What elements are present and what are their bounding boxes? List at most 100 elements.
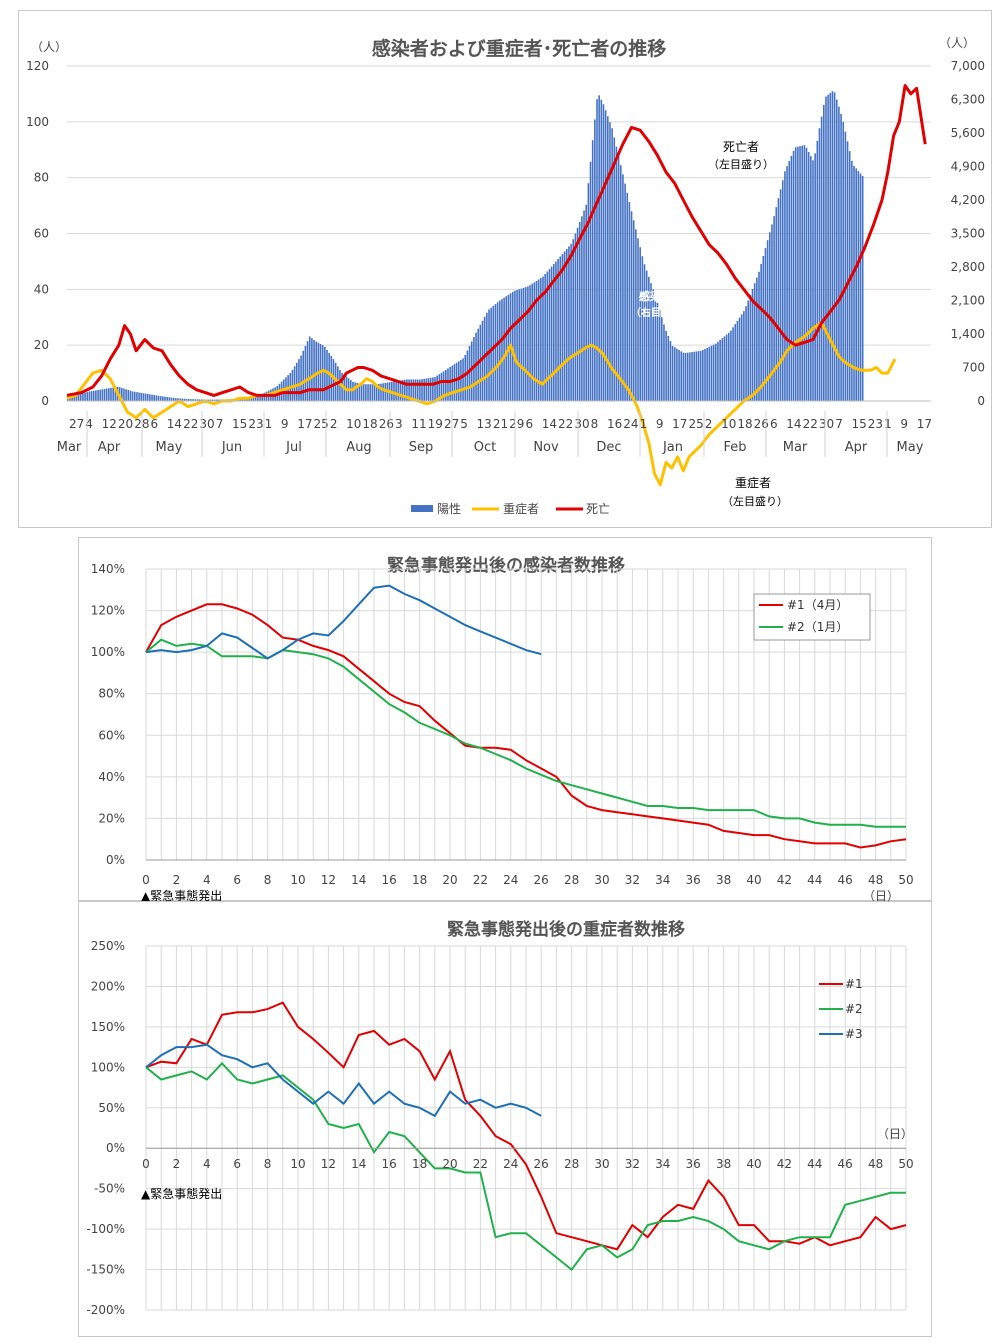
positive-bar: [369, 384, 371, 401]
positive-bar: [825, 96, 827, 402]
positive-bar: [684, 352, 687, 401]
legend-swatch-positive: [411, 505, 433, 512]
positive-bar: [213, 399, 216, 401]
positive-bar: [773, 216, 775, 401]
positive-bar: [574, 233, 577, 401]
emergency-marker: ▲緊急事態発出: [141, 1186, 222, 1201]
positive-bar: [419, 379, 421, 401]
positive-bar: [730, 330, 732, 401]
line-series: [145, 584, 907, 849]
positive-bar: [306, 341, 309, 401]
month-label: Jun: [221, 440, 242, 455]
positive-bar: [814, 153, 816, 401]
positive-bar: [84, 392, 86, 401]
positive-bar: [75, 395, 78, 401]
positive-bar: [803, 145, 806, 401]
x-tick-label: 18: [412, 1157, 427, 1171]
positive-bar: [838, 106, 840, 401]
positive-bar: [311, 338, 313, 401]
positive-bar: [589, 161, 592, 401]
positive-bar: [209, 399, 212, 401]
line-series: [145, 1001, 907, 1272]
left-tick-label: 40: [34, 282, 49, 296]
positive-bar: [239, 398, 242, 401]
positive-bar: [555, 261, 557, 401]
right-tick-label: 1,400: [951, 327, 985, 341]
positive-bar: [816, 140, 819, 401]
x-tick-label: 44: [807, 1157, 822, 1171]
positive-bar: [544, 274, 546, 401]
positive-bar: [371, 384, 374, 401]
positive-bar: [535, 280, 538, 401]
x-tick-label: 12: [321, 1157, 336, 1171]
positive-bar: [259, 394, 261, 401]
x-tick-label: 12: [321, 873, 336, 887]
axes: 02040608010012007001,4002,1002,8003,5004…: [26, 59, 985, 457]
positive-bar: [425, 378, 428, 401]
positive-bar: [196, 399, 199, 401]
x-tick-label: 26: [754, 417, 769, 431]
y-tick-label: 140%: [91, 562, 125, 576]
y-tick-label: 0%: [106, 853, 125, 867]
positive-bar: [460, 359, 462, 401]
x-tick-label: 23: [248, 417, 263, 431]
positive-bar: [468, 345, 471, 401]
positive-bar: [380, 383, 382, 401]
positive-bar: [414, 379, 417, 401]
positive-bar: [762, 255, 765, 401]
positive-bar: [181, 398, 184, 401]
x-tick-label: 42: [777, 873, 792, 887]
positive-bar: [362, 384, 365, 401]
positive-bar: [570, 243, 572, 401]
y-tick-label: 0%: [106, 1141, 125, 1155]
positive-bar: [354, 382, 356, 401]
x-tick-label: 16: [382, 873, 397, 887]
x-tick-label: 4: [203, 1157, 211, 1171]
left-tick-label: 100: [26, 115, 49, 129]
positive-bar: [609, 122, 611, 401]
x-tick-label: 18: [737, 417, 752, 431]
positive-bar: [732, 327, 734, 401]
positive-bar: [511, 291, 514, 401]
positive-bar: [531, 283, 533, 401]
right-tick-label: 5,600: [951, 126, 985, 140]
x-tick-label: 50: [898, 873, 913, 887]
positive-bar: [587, 183, 590, 401]
positive-bar: [133, 391, 136, 401]
positive-bar: [537, 279, 540, 401]
positive-bar: [639, 247, 641, 401]
month-label: Apr: [98, 440, 121, 455]
positive-bar: [375, 384, 378, 401]
axes: -200% -150% -100% -50% 0% 50% 100% 150% 200% 250%…: [86, 939, 913, 1317]
positive-bar: [315, 341, 317, 401]
x-tick-label: 3: [395, 417, 403, 431]
positive-bar: [710, 345, 713, 401]
x-tick-label: 15: [851, 417, 866, 431]
y-tick-label: 250%: [91, 939, 125, 953]
positive-bar: [440, 372, 443, 401]
positive-bar: [121, 387, 123, 401]
positive-bar: [170, 397, 173, 401]
x-tick-label: 46: [838, 1157, 853, 1171]
positive-bar: [164, 396, 166, 401]
positive-bar: [797, 146, 799, 401]
positive-bar: [293, 366, 296, 401]
positive-bar: [399, 380, 402, 401]
positive-bar: [108, 388, 110, 401]
x-tick-label: 6: [151, 417, 159, 431]
positive-bar: [581, 216, 583, 401]
positive-bar: [97, 389, 99, 401]
x-tick-label: 40: [746, 873, 761, 887]
positive-bar: [67, 398, 69, 401]
right-tick-label: 2,800: [951, 260, 985, 274]
month-label: Sep: [409, 440, 434, 455]
x-tick-label: 36: [686, 1157, 701, 1171]
positive-bar: [146, 393, 149, 401]
positive-bar: [207, 399, 209, 401]
positive-bar: [775, 207, 778, 401]
positive-bar: [781, 180, 784, 401]
positive-bar: [140, 392, 143, 401]
positive-bar: [529, 285, 531, 401]
positive-bar: [153, 395, 155, 401]
right-tick-label: 2,100: [951, 294, 985, 308]
